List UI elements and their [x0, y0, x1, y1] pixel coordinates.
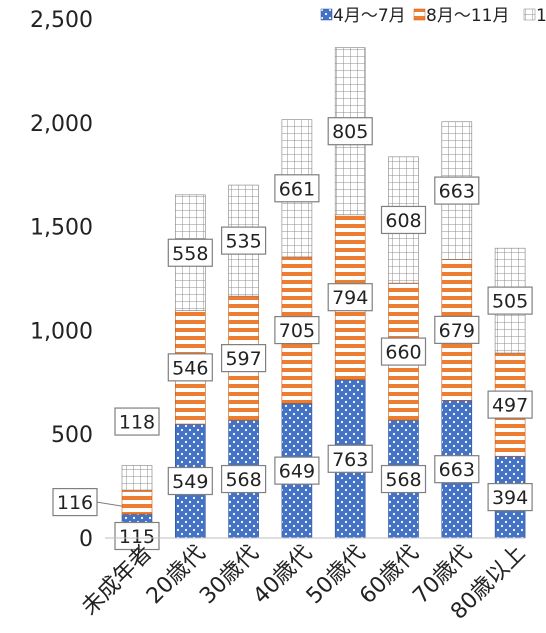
data-label: 505 [492, 291, 528, 313]
y-tick-label: 1,500 [30, 216, 93, 241]
data-label-box [274, 315, 320, 345]
legend-swatch-series-1 [320, 8, 333, 21]
data-label: 115 [119, 526, 155, 548]
data-label: 705 [279, 320, 315, 342]
bar-segment [121, 465, 153, 491]
data-label: 763 [332, 449, 368, 471]
data-label-box [487, 483, 533, 512]
data-label-box [380, 205, 427, 235]
y-tick-label: 2,000 [30, 112, 93, 137]
data-label: 568 [225, 469, 261, 491]
data-label: 558 [172, 243, 208, 265]
data-label: 679 [439, 320, 475, 342]
data-label-box [434, 176, 480, 205]
data-label-box [221, 344, 267, 373]
x-category-label: 60歳代 [355, 541, 424, 610]
data-label: 535 [225, 231, 261, 253]
data-label-box [380, 337, 427, 366]
data-label: 568 [385, 469, 421, 491]
y-tick-label: 0 [79, 527, 93, 552]
data-label-box [434, 315, 480, 344]
data-label: 116 [57, 492, 93, 514]
data-label-box [114, 521, 160, 551]
data-labels: 115 116 118 549 546 558 568 597 535 649 705 661 763 7… [52, 117, 533, 551]
legend: 4月～7月 8月～11月 12月～3月 [320, 6, 546, 26]
legend-label-series-2: 8月～11月 [426, 6, 509, 26]
data-label-box [434, 455, 480, 484]
data-label-box [274, 456, 320, 485]
legend-label-series-3: 12月～3月 [536, 6, 546, 26]
data-label: 660 [385, 342, 421, 364]
data-label-box [380, 464, 427, 494]
data-label: 649 [279, 461, 315, 483]
data-label: 663 [439, 459, 475, 481]
data-label-box [487, 390, 533, 419]
data-label: 608 [385, 210, 421, 232]
data-label-box [167, 353, 213, 382]
legend-swatch-series-3 [523, 8, 536, 21]
data-label-box [167, 238, 213, 267]
data-label: 597 [225, 348, 261, 370]
data-label-box [167, 466, 213, 496]
bar-segment [121, 489, 153, 515]
data-label: 794 [332, 287, 368, 309]
data-label-box [327, 444, 373, 473]
data-label: 497 [492, 395, 528, 417]
leader-line [96, 501, 123, 507]
y-tick-label: 500 [51, 423, 93, 448]
x-category-label: 50歳代 [302, 541, 371, 610]
data-label: 805 [332, 121, 368, 143]
x-category-label: 20歳代 [142, 541, 211, 610]
data-label: 663 [439, 181, 475, 203]
legend-swatch-series-2 [413, 8, 426, 21]
data-label-box [274, 174, 320, 203]
data-label: 661 [279, 178, 315, 200]
data-label-box [487, 286, 533, 315]
data-label: 118 [119, 412, 155, 434]
y-tick-label: 1,000 [30, 319, 93, 344]
y-axis: 0 500 1,000 1,500 2,000 2,500 [30, 8, 93, 552]
x-category-label: 30歳代 [195, 541, 264, 610]
legend-label-series-1: 4月～7月 [333, 6, 406, 26]
data-label-box [221, 226, 267, 255]
data-label: 394 [492, 487, 528, 509]
x-category-label: 未成年者 [77, 541, 157, 621]
x-category-label: 40歳代 [249, 541, 318, 610]
data-label-box [52, 487, 98, 517]
data-label-box [327, 283, 373, 312]
data-label: 549 [172, 471, 208, 493]
data-label-box [327, 117, 373, 146]
data-label-box [114, 407, 160, 436]
y-tick-label: 2,500 [30, 8, 93, 33]
data-label: 546 [172, 357, 208, 379]
data-label-box [221, 464, 267, 494]
